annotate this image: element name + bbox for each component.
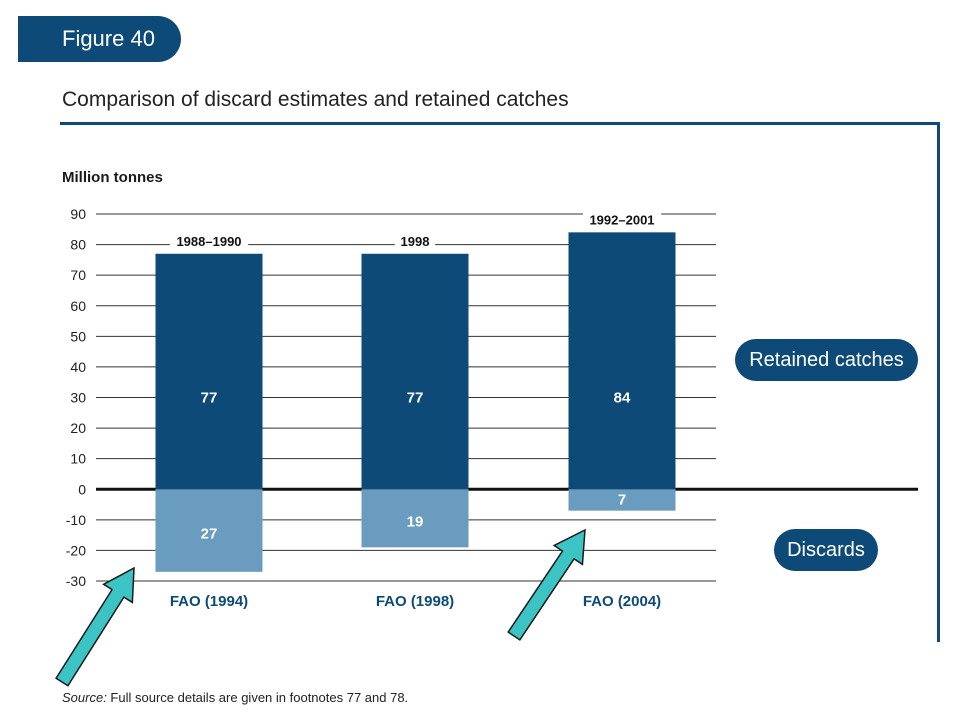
y-tick-label: 30	[70, 390, 86, 406]
period-label-bg	[582, 211, 662, 228]
bar-discards	[568, 489, 676, 511]
arrow-pointing-fao-2004	[507, 528, 586, 641]
y-tick-label: -20	[66, 542, 86, 558]
source-text: Full source details are given in footnot…	[106, 690, 409, 705]
period-label-bg	[169, 232, 249, 249]
y-tick-label: 60	[70, 298, 86, 314]
period-label: 1992–2001	[589, 212, 654, 227]
y-tick-label: -10	[66, 512, 86, 528]
frame-top-rule	[60, 122, 940, 125]
value-label-discards: 19	[407, 513, 424, 530]
bar-retained	[361, 253, 469, 490]
period-label: 1998	[401, 234, 430, 249]
category-label: FAO (1994)	[170, 593, 248, 610]
category-label: FAO (1998)	[376, 593, 454, 610]
source-prefix: Source:	[62, 690, 107, 705]
bar-discards	[155, 489, 263, 572]
value-label-retained: 77	[407, 390, 424, 407]
y-tick-label: 50	[70, 328, 86, 344]
arrow-pointing-fao-1994	[55, 566, 135, 687]
legend-discards: Discards	[774, 529, 878, 571]
chart-title: Comparison of discard estimates and reta…	[62, 88, 569, 111]
bar-retained	[155, 253, 263, 490]
y-tick-label: 90	[70, 206, 86, 222]
y-tick-label: 70	[70, 267, 86, 283]
period-label: 1988–1990	[176, 234, 241, 249]
bar-discards	[361, 489, 469, 548]
source-note: Source: Full source details are given in…	[62, 690, 408, 705]
value-label-retained: 84	[614, 390, 631, 407]
y-tick-label: 40	[70, 359, 86, 375]
y-tick-label: 20	[70, 420, 86, 436]
value-label-discards: 7	[618, 491, 626, 508]
y-tick-label: 80	[70, 237, 86, 253]
y-axis-label: Million tonnes	[62, 169, 163, 186]
y-tick-label: 0	[78, 481, 86, 497]
figure-label: Figure 40	[18, 16, 181, 62]
value-label-discards: 27	[201, 526, 218, 543]
bar-retained	[568, 232, 676, 490]
period-label-bg	[394, 232, 436, 249]
category-label: FAO (2004)	[583, 593, 661, 610]
legend-retained-catches: Retained catches	[735, 339, 918, 381]
frame-right-rule	[937, 122, 940, 642]
y-tick-label: -30	[66, 573, 86, 589]
value-label-retained: 77	[201, 390, 218, 407]
y-tick-label: 10	[70, 451, 86, 467]
